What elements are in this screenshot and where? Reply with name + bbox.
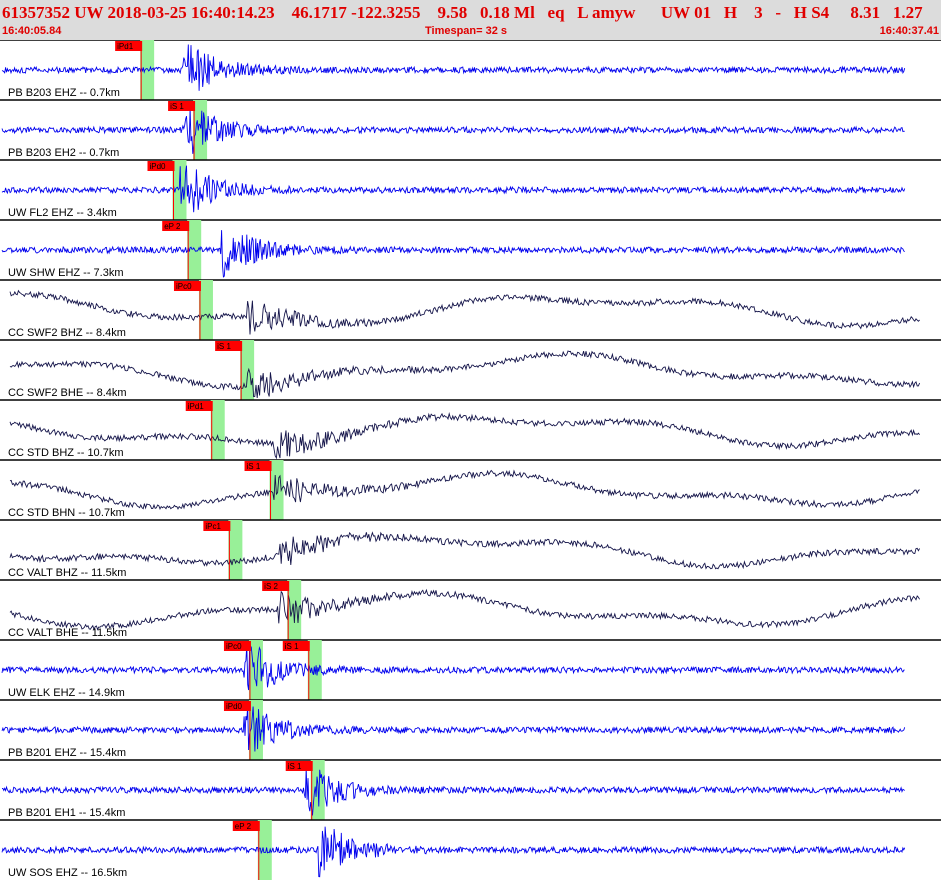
- pick-label: iPc1: [205, 522, 221, 531]
- trace-label: UW ELK EHZ -- 14.9km: [8, 687, 125, 699]
- pick-label: iPc0: [176, 282, 192, 291]
- pick-marker[interactable]: [215, 341, 243, 351]
- pick-marker[interactable]: [244, 461, 272, 471]
- trace-label: PB B201 EHZ -- 15.4km: [8, 747, 126, 759]
- seismogram-panel: iPd1 PB B203 EHZ -- 0.7km iS 1 PB B203 EH2 …: [0, 40, 941, 880]
- pick-marker[interactable]: [147, 161, 175, 171]
- trace-label: CC VALT BHZ -- 11.5km: [8, 567, 126, 579]
- trace-label: CC SWF2 BHE -- 8.4km: [8, 387, 127, 399]
- pick-label: iS 2: [264, 582, 278, 591]
- pick-window: [287, 580, 302, 640]
- pick-label: iPd1: [117, 42, 134, 51]
- waveform-trace: [9, 350, 921, 399]
- pick-marker[interactable]: [168, 101, 196, 111]
- pick-label: iS 1: [170, 102, 184, 111]
- seismogram-svg: iPd1 PB B203 EHZ -- 0.7km iS 1 PB B203 EH2 …: [0, 40, 941, 880]
- pick-label: eP 2: [164, 222, 181, 231]
- pick-window: [187, 220, 202, 280]
- event-header: 61357352 UW 2018-03-25 16:40:14.23 46.17…: [0, 0, 941, 40]
- pick-marker[interactable]: [173, 281, 201, 291]
- pick-marker[interactable]: [282, 641, 310, 651]
- waveform-trace: [9, 469, 920, 511]
- trace-label: UW SOS EHZ -- 16.5km: [8, 867, 127, 879]
- pick-window: [240, 340, 255, 400]
- pick-marker[interactable]: [185, 401, 213, 411]
- pick-label: iPd1: [188, 402, 205, 411]
- pick-window: [172, 160, 187, 220]
- pick-window: [228, 520, 243, 580]
- waveform-trace: [1, 644, 905, 691]
- pick-window: [210, 400, 225, 460]
- trace-label: UW FL2 EHZ -- 3.4km: [8, 207, 117, 219]
- pick-marker[interactable]: [223, 641, 251, 651]
- pick-label: eP 2: [235, 822, 252, 831]
- waveform-trace: [1, 44, 906, 91]
- pick-window: [140, 40, 155, 100]
- waveform-trace: [9, 531, 920, 570]
- timespan: Timespan= 32 s: [425, 25, 508, 37]
- trace-label: CC VALT BHE -- 11.5km: [8, 627, 127, 639]
- pick-marker[interactable]: [262, 581, 290, 591]
- pick-window: [257, 820, 272, 880]
- trace-label: PB B203 EH2 -- 0.7km: [8, 147, 119, 159]
- waveform-trace: [9, 412, 920, 460]
- pick-marker[interactable]: [232, 821, 260, 831]
- pick-label: iS 1: [217, 342, 231, 351]
- pick-marker[interactable]: [115, 41, 143, 51]
- trace-label: UW SHW EHZ -- 7.3km: [8, 267, 124, 279]
- pick-label: iPd0: [149, 162, 166, 171]
- waveform-trace: [1, 230, 905, 278]
- start-time: 16:40:05.84: [2, 25, 62, 37]
- waveform-trace: [1, 107, 905, 154]
- waveform-trace: [1, 826, 906, 878]
- pick-label: iS 1: [288, 762, 302, 771]
- trace-label: PB B203 EHZ -- 0.7km: [8, 87, 120, 99]
- pick-label: iS 1: [247, 462, 261, 471]
- pick-label: iPc0: [226, 642, 242, 651]
- end-time: 16:40:37.41: [879, 25, 939, 37]
- waveform-trace: [1, 767, 905, 816]
- waveform-trace: [1, 705, 906, 752]
- waveform-trace: [1, 165, 906, 213]
- pick-marker[interactable]: [285, 761, 313, 771]
- pick-label: iS 1: [285, 642, 299, 651]
- trace-label: CC STD BHZ -- 10.7km: [8, 447, 124, 459]
- waveform-trace: [9, 588, 920, 631]
- pick-label: iPd0: [226, 702, 243, 711]
- pick-window: [198, 280, 213, 340]
- pick-marker[interactable]: [223, 701, 251, 711]
- event-summary: 61357352 UW 2018-03-25 16:40:14.23 46.17…: [2, 3, 923, 22]
- waveform-trace: [9, 289, 920, 335]
- pick-marker[interactable]: [203, 521, 231, 531]
- trace-label: CC STD BHN -- 10.7km: [8, 507, 125, 519]
- pick-marker[interactable]: [162, 221, 190, 231]
- trace-label: PB B201 EH1 -- 15.4km: [8, 807, 125, 819]
- trace-label: CC SWF2 BHZ -- 8.4km: [8, 327, 126, 339]
